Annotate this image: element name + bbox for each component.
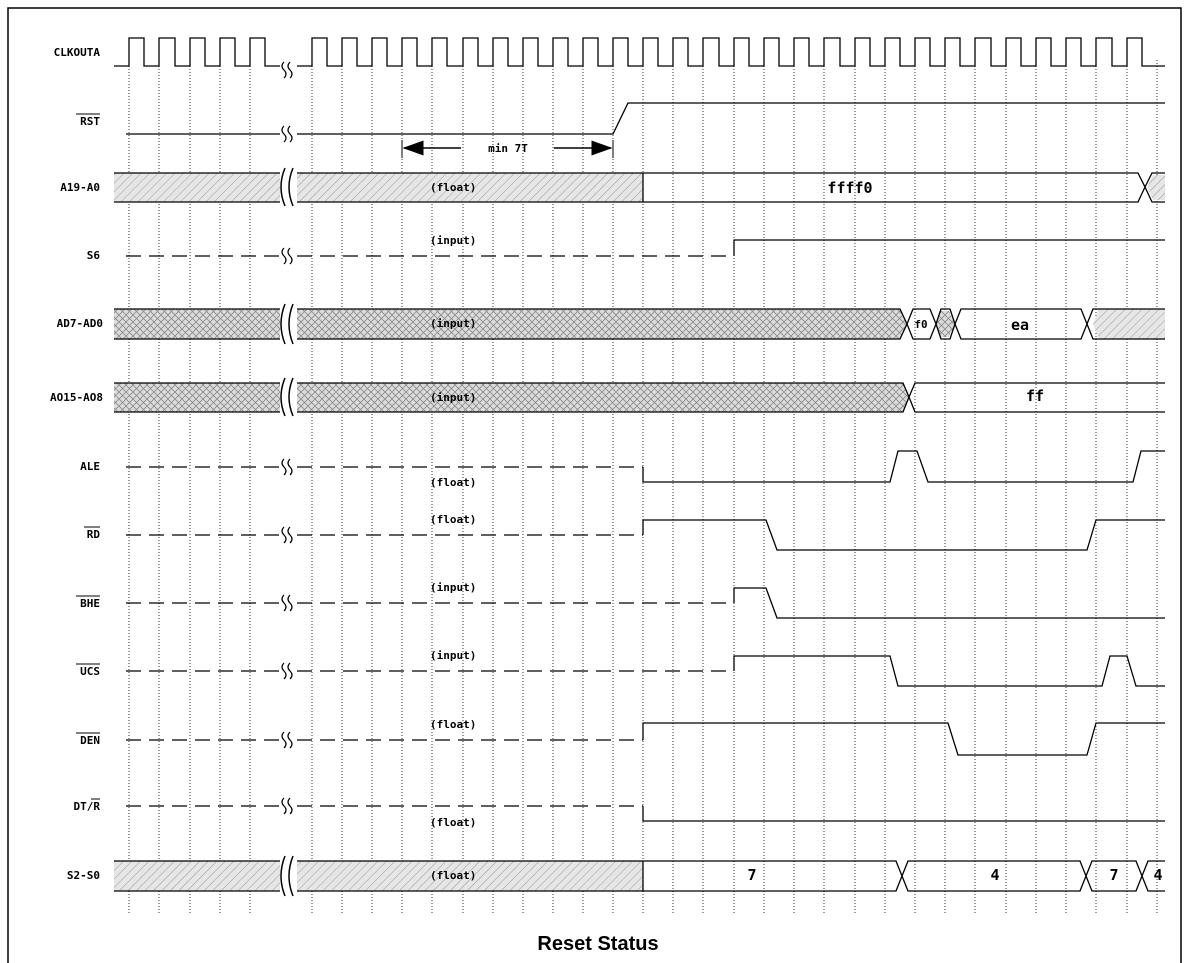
s2-state: (float)	[430, 869, 476, 882]
waveform-s6: (input)	[126, 234, 1165, 265]
ale-state: (float)	[430, 476, 476, 489]
ad7-value-ea: ea	[1011, 316, 1029, 334]
a19-value: ffff0	[827, 179, 872, 197]
s2-value-7b: 7	[1109, 866, 1118, 884]
waveform-rd: (float)	[126, 513, 1165, 551]
label-ad7-ad0: AD7-AD0	[57, 317, 103, 330]
den-state: (float)	[430, 718, 476, 731]
label-den: DEN	[80, 734, 100, 747]
dtr-state: (float)	[430, 816, 476, 829]
diagram-frame	[7, 7, 1182, 963]
waveform-ale: (float)	[126, 450, 1165, 489]
waveform-ao15-ao8: (input) ff	[114, 377, 1165, 417]
label-rd: RD	[87, 528, 101, 541]
s2-value-4: 4	[990, 866, 999, 884]
waveform-den: (float)	[126, 718, 1165, 756]
label-bhe: BHE	[80, 597, 100, 610]
label-ao15-ao8: AO15-AO8	[50, 391, 103, 404]
s2-value-7a: 7	[747, 866, 756, 884]
label-clkouta: CLKOUTA	[54, 46, 101, 59]
label-ucs: UCS	[80, 665, 100, 678]
waveform-dtr: (float)	[126, 797, 1165, 829]
label-a19-a0: A19-A0	[60, 181, 100, 194]
label-s2-s0: S2-S0	[67, 869, 100, 882]
waveform-a19-a0: (float) ffff0	[114, 167, 1165, 207]
s2-value-4b: 4	[1153, 866, 1162, 884]
min-7t-dimension: min 7T	[401, 140, 614, 158]
min-7t-label: min 7T	[488, 142, 528, 155]
rd-state: (float)	[430, 513, 476, 526]
waveform-ucs: (input)	[126, 649, 1165, 687]
signal-labels: CLKOUTA RST A19-A0 S6 AD7-AD0 AO15-AO8 A…	[50, 46, 103, 882]
waveform-clkouta	[114, 37, 1165, 79]
waveform-ad7-ad0: (input) f0 ea	[114, 303, 1165, 345]
waveform-s2-s0: (float) 7 4 7 4	[114, 855, 1165, 897]
a19-state: (float)	[430, 181, 476, 194]
diagram-title: Reset Status	[537, 933, 658, 955]
s6-state: (input)	[430, 234, 476, 247]
label-ale: ALE	[80, 460, 100, 473]
ao15-state: (input)	[430, 391, 476, 404]
label-dtr: DT/R	[74, 800, 101, 813]
ad7-value-f0: f0	[914, 318, 927, 331]
ao15-value: ff	[1026, 387, 1044, 405]
ad7-state: (input)	[430, 317, 476, 330]
label-rst: RST	[80, 115, 100, 128]
waveform-bhe: (input)	[126, 581, 1165, 619]
ucs-state: (input)	[430, 649, 476, 662]
label-s6: S6	[87, 249, 101, 262]
bhe-state: (input)	[430, 581, 476, 594]
waveform-rst	[126, 102, 1165, 143]
